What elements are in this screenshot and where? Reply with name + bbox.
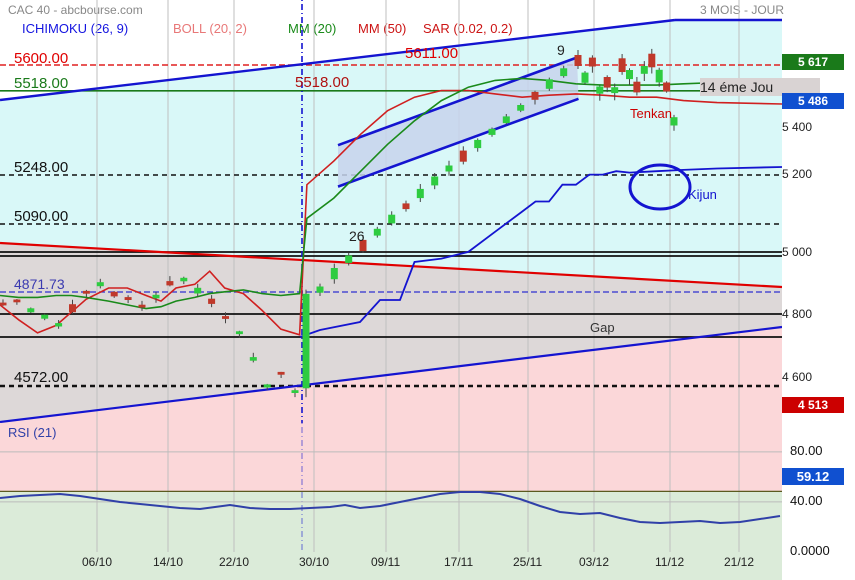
svg-text:RSI (21): RSI (21) bbox=[8, 425, 56, 440]
